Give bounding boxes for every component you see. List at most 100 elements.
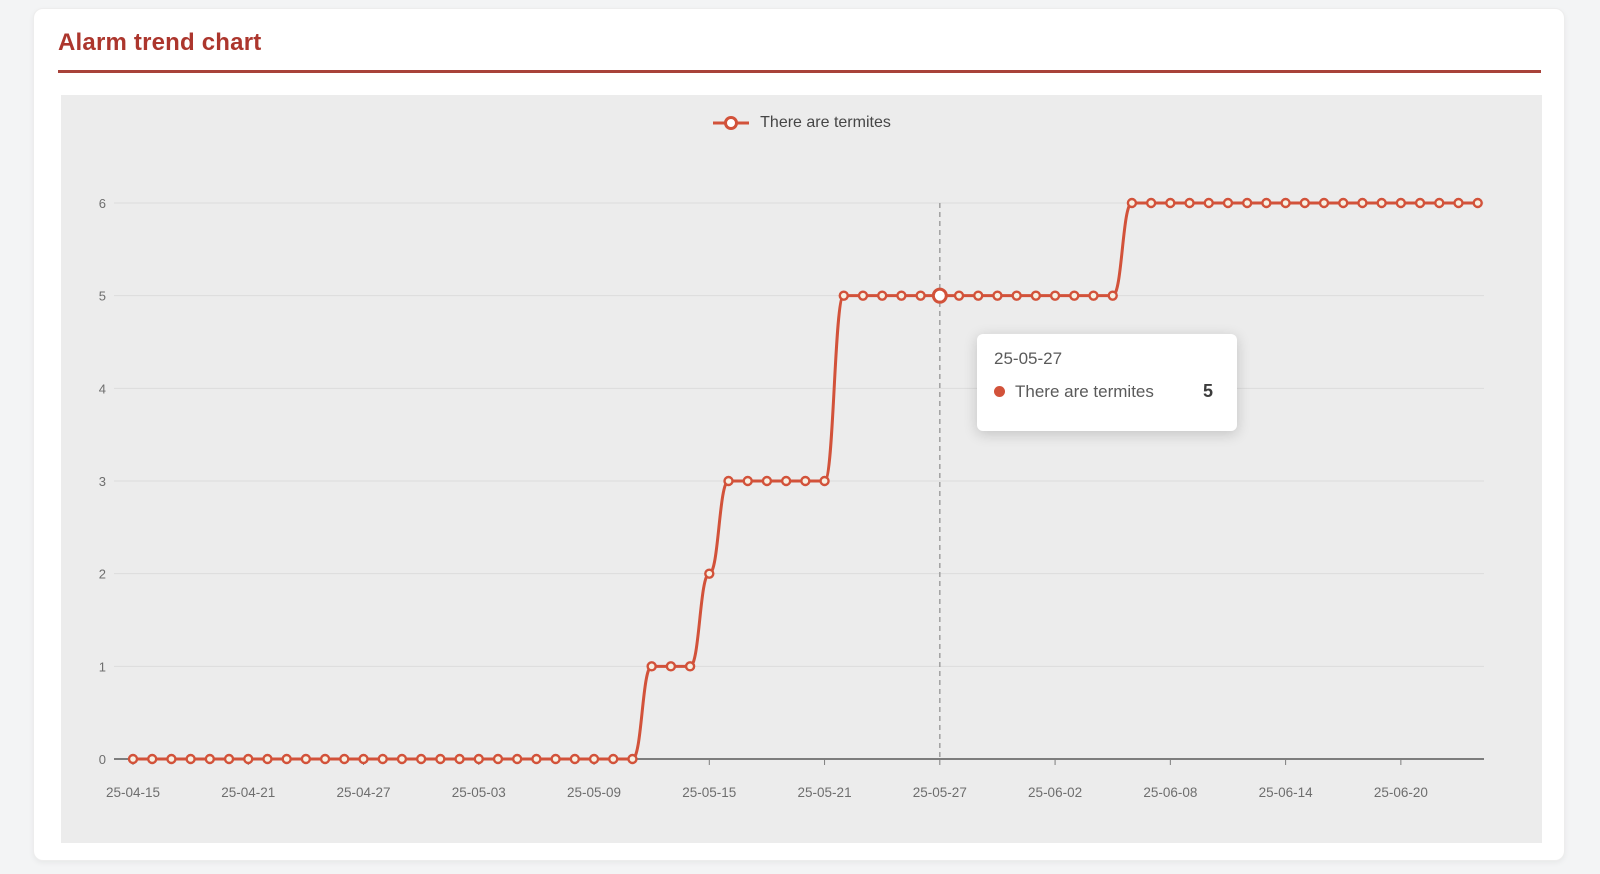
title-underline [58, 70, 1541, 73]
data-point-marker[interactable] [1222, 197, 1234, 209]
data-point-marker[interactable] [1165, 197, 1176, 209]
data-point-marker[interactable] [223, 753, 235, 765]
page-title: Alarm trend chart [58, 29, 262, 56]
data-point-marker[interactable] [1203, 197, 1214, 209]
data-point-marker[interactable] [319, 753, 331, 765]
y-axis-tick-label-5: 5 [99, 289, 106, 304]
data-point-marker[interactable] [377, 753, 388, 765]
data-point-marker[interactable] [915, 290, 926, 301]
data-point-marker[interactable] [1472, 197, 1483, 209]
data-point-marker[interactable] [550, 753, 561, 765]
data-point-marker[interactable] [454, 753, 465, 765]
legend-label: There are termites [760, 114, 891, 131]
chart-plot-area[interactable]: 0 1 2 3 4 5 6 25-04-15 25-04-21 25-04-27 25-05-03 2… [61, 95, 1542, 843]
data-point-marker[interactable] [569, 753, 581, 765]
data-point-marker[interactable] [608, 753, 619, 765]
data-point-marker[interactable] [973, 290, 984, 301]
data-point-marker[interactable] [857, 290, 869, 301]
y-axis-tick-label-6: 6 [99, 196, 106, 211]
legend-item-termites[interactable]: There are termites [61, 109, 1542, 137]
x-axis-tick-label: 25-04-27 [336, 785, 390, 800]
data-point-marker[interactable] [1376, 197, 1387, 209]
data-point-marker[interactable] [665, 661, 677, 672]
tooltip-series-name: There are termites [1015, 381, 1154, 401]
data-point-marker[interactable] [1318, 197, 1330, 209]
data-point-marker[interactable] [780, 475, 792, 487]
data-point-marker[interactable] [761, 475, 773, 487]
data-point-marker[interactable] [646, 661, 657, 672]
y-axis-tick-label-4: 4 [99, 381, 106, 396]
data-point-marker[interactable] [819, 475, 830, 487]
data-point-marker[interactable] [127, 753, 139, 765]
x-axis-tick-label: 25-06-20 [1374, 785, 1428, 800]
data-point-marker[interactable] [243, 753, 254, 765]
data-point-marker[interactable] [492, 753, 504, 765]
data-point-marker[interactable] [300, 753, 312, 765]
data-point-marker[interactable] [1184, 197, 1195, 209]
data-point-marker[interactable] [204, 753, 216, 765]
data-point-marker[interactable] [473, 753, 484, 765]
data-point-marker[interactable] [358, 753, 369, 765]
data-point-marker[interactable] [704, 568, 715, 579]
data-point-marker[interactable] [876, 290, 888, 301]
data-point-marker[interactable] [1453, 197, 1464, 209]
data-point-marker[interactable] [1126, 197, 1138, 209]
x-axis-tick-label: 25-06-08 [1143, 785, 1197, 800]
x-axis-tick-label: 25-05-21 [798, 785, 852, 800]
data-point-marker[interactable] [1357, 197, 1368, 209]
data-point-marker[interactable] [1434, 197, 1445, 209]
x-axis-tick-label: 25-05-03 [452, 785, 506, 800]
data-point-marker[interactable] [838, 290, 849, 301]
x-axis-tick-label: 25-05-27 [913, 785, 967, 800]
data-point-marker[interactable] [531, 753, 542, 765]
data-point-marker[interactable] [396, 753, 408, 765]
data-point-marker[interactable] [1299, 197, 1311, 209]
data-point-marker[interactable] [435, 753, 446, 765]
data-point-marker[interactable] [281, 753, 292, 765]
data-point-marker[interactable] [742, 475, 753, 487]
x-axis-tick-label: 25-04-15 [106, 785, 160, 800]
tooltip-value: 5 [1202, 381, 1213, 401]
data-point-marker[interactable] [1088, 290, 1099, 301]
x-axis-tick-label: 25-05-15 [682, 785, 736, 800]
x-axis-tick-label: 25-06-14 [1259, 785, 1314, 800]
data-point-marker[interactable] [896, 290, 907, 301]
data-point-marker[interactable] [339, 753, 350, 765]
data-point-marker[interactable] [185, 753, 196, 765]
data-point-marker[interactable] [1261, 197, 1272, 209]
data-point-marker[interactable] [1414, 197, 1426, 209]
data-point-marker[interactable] [723, 475, 734, 487]
legend-line-marker-icon [713, 116, 750, 130]
tooltip: 25-05-27 There are termites 5 [977, 334, 1237, 431]
data-point-marker[interactable] [1338, 197, 1349, 209]
data-point-marker[interactable] [262, 753, 273, 765]
chart-card: Alarm trend chart 0 1 2 3 4 5 6 25-04-15 25-04-2… [33, 8, 1565, 861]
data-point-marker[interactable] [627, 753, 638, 765]
alarm-trend-chart[interactable]: 0 1 2 3 4 5 6 25-04-15 25-04-21 25-04-27 25-05-03 2… [61, 95, 1542, 843]
data-point-marker[interactable] [684, 661, 696, 672]
tooltip-series-dot-icon [994, 386, 1005, 397]
data-point-marker[interactable] [1280, 197, 1291, 209]
data-point-marker[interactable] [1395, 197, 1407, 209]
data-point-marker-highlighted[interactable] [931, 287, 948, 304]
y-axis-tick-label-0: 0 [99, 752, 106, 767]
x-axis-tick-label: 25-06-02 [1028, 785, 1082, 800]
data-point-marker[interactable] [992, 290, 1003, 301]
data-point-marker[interactable] [800, 475, 811, 487]
x-axis-tick-label: 25-04-21 [221, 785, 275, 800]
data-point-marker[interactable] [415, 753, 427, 765]
y-axis-tick-label-2: 2 [99, 567, 106, 582]
data-point-marker[interactable] [1030, 290, 1042, 301]
tooltip-row: There are termites 5 [994, 381, 1219, 402]
data-point-marker[interactable] [1069, 290, 1080, 301]
data-point-marker[interactable] [1011, 290, 1022, 301]
data-point-marker[interactable] [588, 753, 600, 765]
data-point-marker[interactable] [1145, 197, 1157, 209]
data-point-marker[interactable] [1241, 197, 1253, 209]
data-point-marker[interactable] [166, 753, 177, 765]
data-point-marker[interactable] [147, 753, 158, 765]
data-point-marker[interactable] [1107, 290, 1118, 301]
data-point-marker[interactable] [1049, 290, 1061, 301]
data-point-marker[interactable] [512, 753, 523, 765]
data-point-marker[interactable] [953, 290, 965, 301]
